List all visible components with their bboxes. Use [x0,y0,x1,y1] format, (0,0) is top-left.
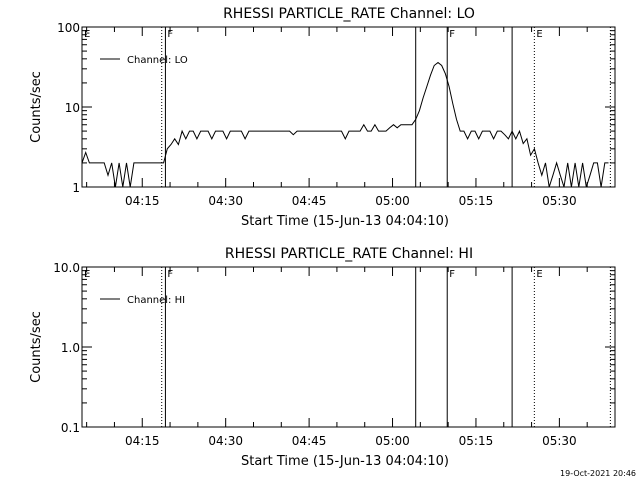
lo-x-tick-label: 05:15 [459,194,494,208]
lo-marker-label: F [449,29,455,40]
hi-marker-label: E [536,269,542,280]
lo-x-tick-label: 05:30 [542,194,577,208]
lo-x-tick-label: 04:15 [125,194,160,208]
lo-series-line [81,61,609,188]
hi-channel-panel: RHESSI PARTICLE_RATE Channel: HI Counts/… [29,246,616,469]
lo-legend-label: Channel: LO [127,55,188,66]
hi-marker-label: F [449,269,455,280]
lo-marker-label: E [84,29,90,40]
lo-marker-label: E [536,29,542,40]
lo-chart-title: RHESSI PARTICLE_RATE Channel: LO [223,6,475,22]
lo-y-tick-label: 100 [57,21,80,35]
hi-y-tick-label: 10.0 [53,261,80,275]
lo-x-tick-label: 05:00 [375,194,410,208]
lo-x-tick-label: 04:30 [208,194,243,208]
lo-marker-label: F [167,29,173,40]
hi-x-tick-label: 04:15 [125,434,160,448]
hi-y-tick-label: 1.0 [61,341,80,355]
hi-x-tick-label: 04:45 [292,434,327,448]
footer-timestamp: 19-Oct-2021 20:46 [560,469,636,478]
hi-x-tick-label: 05:30 [542,434,577,448]
hi-y-axis-label: Counts/sec [29,311,44,383]
hi-chart-title: RHESSI PARTICLE_RATE Channel: HI [225,246,473,262]
hi-x-tick-label: 04:30 [208,434,243,448]
lo-x-axis-label: Start Time (15-Jun-13 04:04:10) [241,214,449,229]
lo-channel-panel: RHESSI PARTICLE_RATE Channel: LO Counts/… [29,6,616,229]
lo-y-tick-label: 1 [72,181,80,195]
hi-marker-label: E [84,269,90,280]
hi-x-tick-label: 05:15 [459,434,494,448]
hi-y-tick-label: 0.1 [61,421,80,435]
lo-y-axis-label: Counts/sec [29,71,44,143]
hi-marker-label: F [167,269,173,280]
lo-y-tick-label: 10 [65,101,80,115]
hi-x-tick-label: 05:00 [375,434,410,448]
lo-x-tick-label: 04:45 [292,194,327,208]
hi-legend-label: Channel: HI [127,295,185,306]
hi-x-axis-label: Start Time (15-Jun-13 04:04:10) [241,454,449,469]
